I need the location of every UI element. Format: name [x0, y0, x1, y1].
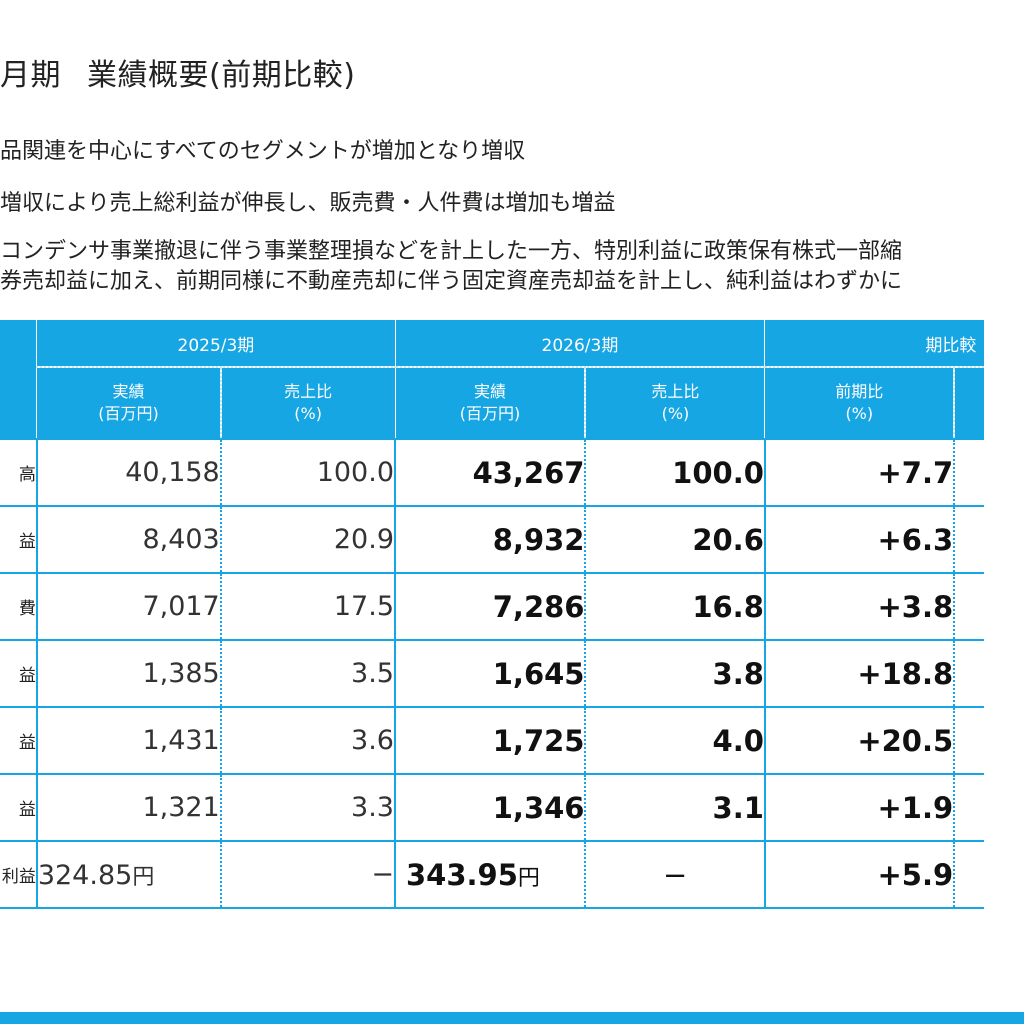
cut-off-cell	[953, 572, 984, 640]
subheader-unit: (百万円)	[98, 404, 159, 423]
summary-bullet-1: 品関連を中心にすべてのセグメントが増加となり増収	[0, 139, 526, 164]
prev-ratio-cell: 17.5	[219, 572, 395, 640]
cur-ratio-cell: 100.0	[584, 438, 765, 506]
summary-bullet-3: コンデンサ事業撤退に伴う事業整理損などを計上した一方、特別利益に政策保有株式一部…	[0, 239, 903, 264]
cur-ratio-cell: 3.8	[584, 639, 765, 707]
row-label: 益	[0, 706, 38, 774]
table-row: 高 40,158 100.0 43,267 100.0 +7.7	[0, 438, 984, 506]
prev-ratio-cell: 3.5	[219, 639, 395, 707]
yoy-cell: +5.9	[763, 840, 955, 909]
subheader-cur-actual: 実績 (百万円)	[394, 367, 586, 439]
row-label: 益	[0, 639, 38, 707]
cur-ratio-cell: 16.8	[584, 572, 765, 640]
summary-bullet-2: 増収により売上総利益が伸長し、販売費・人件費は増加も増益	[0, 191, 616, 216]
cur-ratio-cell: 4.0	[584, 706, 765, 774]
subheader-prev-ratio: 売上比 (%)	[219, 367, 395, 439]
table-sub-header-row: 実績 (百万円) 売上比 (%) 実績 (百万円) 売上比 (%) 前期比 (%)	[0, 367, 984, 439]
cut-off-cell	[953, 706, 984, 774]
prev-ratio-cell: 3.3	[219, 773, 395, 841]
subheader-cur-ratio: 売上比 (%)	[584, 367, 765, 439]
subheader-unit: (%)	[294, 404, 322, 423]
row-label: 益	[0, 505, 38, 573]
cur-ratio-cell: 3.1	[584, 773, 765, 841]
cut-off-cell	[953, 773, 984, 841]
table-row: 益 1,385 3.5 1,645 3.8 +18.8	[0, 639, 984, 707]
yoy-cell: +6.3	[763, 505, 955, 573]
cur-actual-cell: 1,725	[393, 706, 586, 774]
subheader-cut-off	[953, 367, 984, 439]
cur-actual-cell: 1,645	[393, 639, 586, 707]
row-label: 益	[0, 773, 38, 841]
cur-actual-cell: 8,932	[393, 505, 586, 573]
subheader-yoy: 前期比 (%)	[764, 367, 955, 439]
cut-off-cell	[953, 438, 984, 506]
yoy-cell: +7.7	[763, 438, 955, 506]
prev-actual-cell: 324.85円	[36, 840, 221, 909]
cur-actual-cell: 7,286	[393, 572, 586, 640]
prev-actual-cell: 7,017	[36, 572, 221, 640]
prev-actual-cell: 8,403	[36, 505, 221, 573]
prev-actual-cell: 1,431	[36, 706, 221, 774]
page-title: 月期 業績概要(前期比較)	[0, 50, 355, 94]
prev-actual-cell: 1,385	[36, 639, 221, 707]
table-group-header-row: 2025/3期 2026/3期 期比較	[0, 320, 984, 439]
prev-ratio-cell: 3.6	[219, 706, 395, 774]
subheader-text: 実績	[112, 382, 145, 401]
prev-actual-cell: 1,321	[36, 773, 221, 841]
group-header-compare-label: 期比較	[925, 335, 977, 356]
cur-eps-value: 343.95	[406, 857, 518, 892]
row-label: 利益	[0, 840, 38, 909]
subheader-text: 売上比	[651, 382, 700, 401]
group-header-prev: 2025/3期	[36, 320, 395, 368]
table-row: 費 7,017 17.5 7,286 16.8 +3.8	[0, 572, 984, 640]
table-row: 益 1,431 3.6 1,725 4.0 +20.5	[0, 706, 984, 774]
cur-ratio-cell: 20.6	[584, 505, 765, 573]
table-row: 利益 324.85円 − 343.95円 − +5.9	[0, 840, 984, 909]
subheader-text: 前期比	[835, 382, 884, 401]
yoy-cell: +1.9	[763, 773, 955, 841]
subheader-unit: (百万円)	[459, 404, 521, 423]
cut-off-cell	[953, 840, 984, 909]
row-label: 高	[0, 438, 38, 506]
yoy-cell: +18.8	[763, 639, 955, 707]
item-header-cell	[0, 320, 37, 439]
subheader-text: 売上比	[284, 382, 333, 401]
group-header-cur: 2026/3期	[394, 320, 765, 368]
prev-actual-cell: 40,158	[36, 438, 221, 506]
cut-off-cell	[953, 639, 984, 707]
cur-ratio-cell: −	[584, 840, 765, 909]
cur-eps-unit: 円	[517, 865, 540, 891]
prev-ratio-cell: 100.0	[219, 438, 395, 506]
yoy-cell: +3.8	[763, 572, 955, 640]
cut-off-cell	[953, 505, 984, 573]
row-label: 費	[0, 572, 38, 640]
prev-eps-value: 324.85	[37, 859, 133, 891]
subheader-unit: (%)	[661, 404, 690, 423]
subheader-prev-actual: 実績 (百万円)	[36, 367, 221, 439]
cur-actual-cell: 43,267	[393, 438, 586, 506]
yoy-cell: +20.5	[763, 706, 955, 774]
table-row: 益 8,403 20.9 8,932 20.6 +6.3	[0, 505, 984, 573]
prev-ratio-cell: 20.9	[219, 505, 395, 573]
title-heading: 業績概要(前期比較)	[87, 58, 356, 93]
cur-actual-cell: 1,346	[393, 773, 586, 841]
summary-bullet-4: 券売却益に加え、前期同様に不動産売却に伴う固定資産売却益を計上し、純利益はわずか…	[0, 269, 903, 294]
footer-bar	[0, 1012, 1024, 1024]
subheader-text: 実績	[473, 382, 506, 401]
group-header-compare: 期比較	[764, 320, 984, 368]
results-table: 2025/3期 2026/3期 期比較 実績 (百万円) 売上比 (%) 実績 (百万…	[0, 320, 984, 909]
title-period: 月期	[0, 58, 61, 93]
prev-eps-unit: 円	[132, 864, 155, 890]
cur-actual-cell: 343.95円	[393, 840, 586, 909]
table-row: 益 1,321 3.3 1,346 3.1 +1.9	[0, 773, 984, 841]
subheader-unit: (%)	[845, 404, 874, 423]
prev-ratio-cell: −	[219, 840, 395, 909]
